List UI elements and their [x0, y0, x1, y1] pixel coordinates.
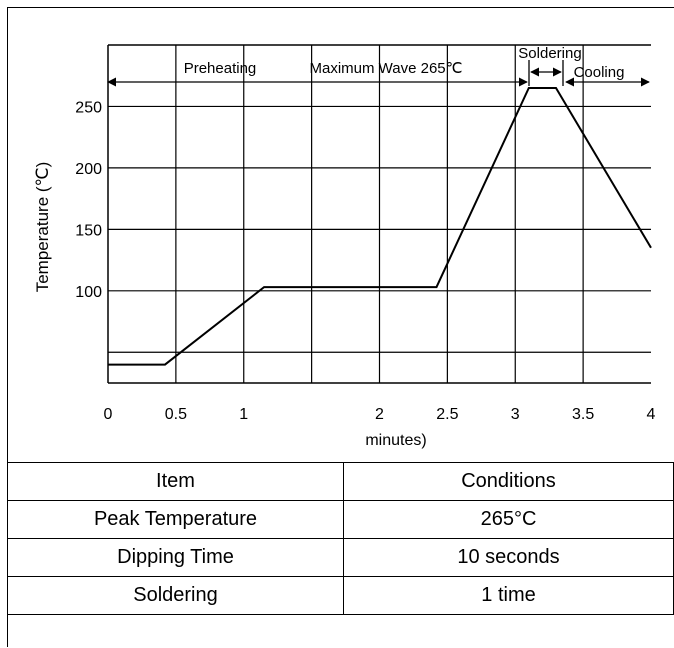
header-item: Item [7, 462, 344, 501]
table-row: Peak Temperature 265°C [7, 500, 674, 539]
table-row: Soldering 1 time [7, 576, 674, 615]
y-tick-label: 150 [75, 222, 102, 239]
cell-item: Dipping Time [7, 538, 344, 577]
table-header-row: Item Conditions [7, 462, 674, 501]
y-tick-label: 100 [75, 284, 102, 301]
x-tick-label: 0.5 [165, 406, 187, 423]
header-conditions: Conditions [343, 462, 674, 501]
x-tick-label: 0 [104, 406, 113, 423]
x-tick-label: 4 [647, 406, 656, 423]
cell-condition: 1 time [343, 576, 674, 615]
cell-condition: 265°C [343, 500, 674, 539]
y-tick-label: 200 [75, 161, 102, 178]
cell-condition: 10 seconds [343, 538, 674, 577]
x-tick-label: 1 [239, 406, 248, 423]
reflow-profile-chart: 0 0.5 1 2 2.5 3 3.5 4 100 150 200 250 Temperature (… [33, 44, 656, 449]
preheating-label: Preheating [184, 60, 257, 77]
conditions-table: Item Conditions Peak Temperature 265°C D… [7, 462, 674, 615]
x-tick-label: 3.5 [572, 406, 594, 423]
x-tick-label: 3 [511, 406, 520, 423]
table-row: Dipping Time 10 seconds [7, 538, 674, 577]
x-tick-label: 2.5 [436, 406, 458, 423]
cooling-label: Cooling [574, 64, 625, 81]
x-tick-label: 2 [375, 406, 384, 423]
figure-frame [7, 7, 674, 647]
temperature-profile-line [108, 87, 652, 366]
cell-item: Peak Temperature [7, 500, 344, 539]
maximum-wave-label: Maximum Wave 265℃ [310, 60, 463, 77]
x-axis-label: minutes) [365, 432, 426, 449]
y-axis-label: Temperature (℃) [33, 162, 52, 293]
y-tick-label: 250 [75, 99, 102, 116]
soldering-label: Soldering [518, 45, 581, 62]
cell-item: Soldering [7, 576, 344, 615]
